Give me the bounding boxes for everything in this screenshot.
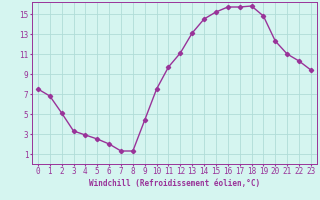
X-axis label: Windchill (Refroidissement éolien,°C): Windchill (Refroidissement éolien,°C) — [89, 179, 260, 188]
